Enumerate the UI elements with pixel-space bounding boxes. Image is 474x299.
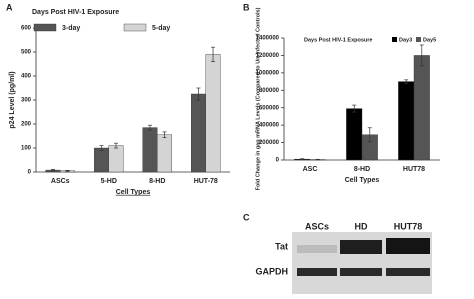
error-bar: [196, 87, 201, 101]
legend-title: Days Post HIV-1 Exposure: [32, 9, 119, 16]
y-tick-label: 200000: [259, 140, 280, 146]
bar: [398, 81, 415, 161]
error-bar: [352, 104, 357, 113]
bar: [205, 54, 221, 173]
legend-label: Day3: [399, 37, 412, 43]
legend-label: 3-day: [62, 25, 80, 32]
error-bar: [147, 124, 152, 131]
blot-band: [297, 245, 337, 253]
y-tick-label: 1000000: [256, 70, 280, 76]
x-tick-label: 8-HD: [354, 166, 370, 173]
error-bar: [50, 169, 55, 172]
blot-row: Tat: [275, 241, 288, 251]
x-tick-label: 5-HD: [101, 178, 117, 185]
x-tick-label: HUT78: [403, 166, 425, 173]
legend-swatch: [123, 23, 147, 32]
bar: [157, 134, 173, 173]
bar: [346, 108, 363, 161]
x-tick-label: 8-HD: [149, 178, 165, 185]
legend-swatch: [392, 37, 397, 42]
y-tick-label: 100: [21, 146, 32, 152]
legend-label: Day5: [423, 37, 436, 43]
blot-band: [340, 268, 382, 276]
y-tick-label: 500: [21, 50, 32, 56]
error-bar: [404, 79, 409, 84]
blot-band: [297, 268, 337, 276]
bar: [108, 145, 124, 173]
y-tick-label: 1200000: [256, 53, 280, 59]
error-bar: [300, 158, 305, 160]
y-tick-label: 1400000: [256, 36, 280, 42]
x-axis-label: Cell Types: [116, 189, 151, 196]
blot-row: GAPDH: [255, 266, 288, 276]
blot-band: [386, 268, 430, 276]
y-tick-label: 0: [28, 170, 32, 176]
legend-swatch: [33, 23, 57, 32]
legend-swatch: [416, 37, 421, 42]
bar: [93, 147, 109, 173]
y-axis-label: p24 Level (pg/ml): [9, 71, 16, 128]
error-bar: [211, 46, 216, 62]
y-axis-label: Fold Change in gag mRNA Levels (Compared…: [255, 7, 261, 190]
blot-band: [386, 238, 430, 254]
error-bar: [162, 131, 167, 139]
bar: [190, 93, 206, 173]
blot-column: HUT78: [394, 221, 423, 231]
error-bar: [315, 158, 320, 161]
panel-label: B: [243, 2, 250, 12]
bar: [142, 127, 158, 173]
panel-label: A: [6, 2, 13, 12]
y-tick-label: 800000: [259, 88, 280, 94]
western-blot: [292, 232, 432, 294]
blot-column: ASCs: [305, 221, 329, 231]
x-tick-label: HUT-78: [194, 178, 218, 185]
y-tick-label: 600000: [259, 105, 280, 111]
x-tick-label: ASCs: [51, 178, 70, 185]
y-tick-label: 0: [276, 158, 280, 164]
y-tick-label: 200: [21, 122, 32, 128]
legend-label: 5-day: [152, 25, 170, 32]
error-bar: [367, 127, 372, 143]
blot-band: [340, 240, 382, 254]
y-tick-label: 600: [21, 26, 32, 32]
x-axis-label: Cell Types: [345, 177, 380, 184]
error-bar: [65, 169, 70, 172]
bar: [413, 55, 430, 161]
blot-column: HD: [355, 221, 368, 231]
legend-title: Days Post HIV-1 Exposure: [304, 37, 372, 43]
panel-label: C: [243, 212, 250, 222]
error-bar: [419, 44, 424, 67]
error-bar: [114, 142, 119, 149]
x-tick-label: ASC: [303, 166, 318, 173]
error-bar: [99, 145, 104, 151]
y-tick-label: 400000: [259, 123, 280, 129]
y-tick-label: 400: [21, 74, 32, 80]
y-tick-label: 300: [21, 98, 32, 104]
